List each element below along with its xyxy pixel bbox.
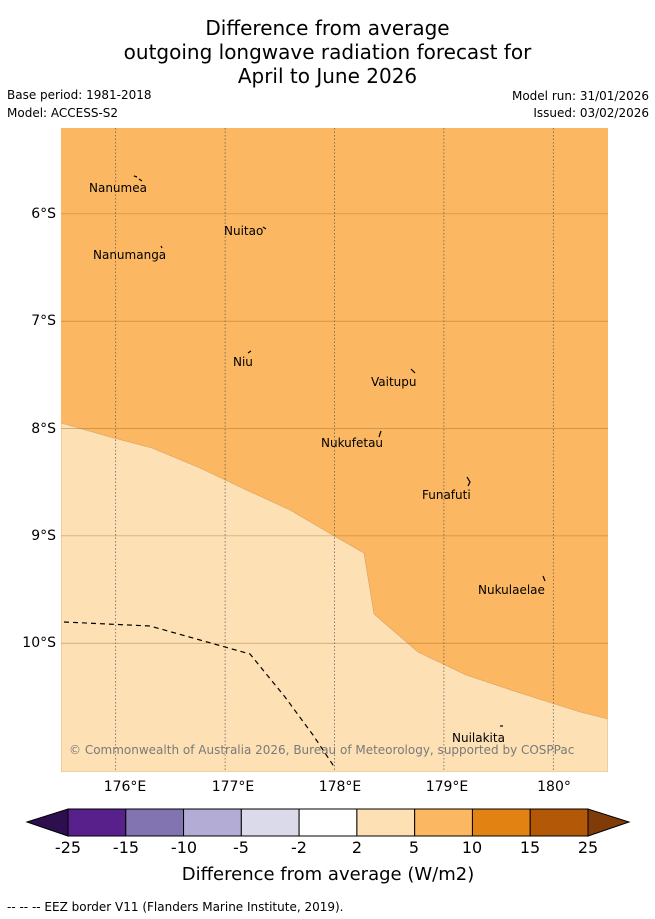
model-run: Model run: 31/01/2026 <box>511 89 649 103</box>
colorbar-segment <box>471 808 531 837</box>
lat-tick-label: 10°S <box>22 635 56 651</box>
niu-island-icon <box>247 350 252 354</box>
lat-tick-label: 9°S <box>31 528 56 544</box>
place-label: Nuitao <box>224 224 263 238</box>
colorbar-extend-high <box>587 808 631 837</box>
colorbar-tick: 25 <box>578 838 598 857</box>
place-labels: Nanumea Nuitao Nanumanga Niu Vaitupu Nuk… <box>89 181 545 745</box>
lon-tick-label: 177°E <box>212 779 255 795</box>
colorbar-tick: 15 <box>520 838 540 857</box>
base-period: Base period: 1981-2018 <box>7 88 152 102</box>
place-label: Vaitupu <box>371 375 417 389</box>
lon-tick-label: 176°E <box>104 779 147 795</box>
nanumanga-island-icon <box>160 245 163 249</box>
nuitao-island-icon <box>262 226 267 230</box>
place-label: Nukufetau <box>321 436 383 450</box>
title-line-1: Difference from average <box>205 16 450 40</box>
lon-tick-label: 178°E <box>319 779 362 795</box>
colorbar-tick: -10 <box>171 838 197 857</box>
funafuti-island-icon <box>466 476 471 487</box>
colorbar-segment <box>414 808 473 837</box>
lon-tick-label: 180° <box>537 779 571 795</box>
longitude-labels: 176°E 177°E 178°E 179°E 180° <box>104 779 571 795</box>
colorbar-segments <box>67 808 589 837</box>
colorbar-tick: 5 <box>409 838 419 857</box>
colorbar-segment <box>298 808 358 837</box>
place-label: Nukulaelae <box>478 583 545 597</box>
chart-title: Difference from average outgoing longwav… <box>0 16 655 88</box>
colorbar-tick: 10 <box>462 838 482 857</box>
title-line-2: outgoing longwave radiation forecast for <box>123 40 532 64</box>
nanumea-island-icon <box>133 175 143 182</box>
island-outlines <box>133 175 546 727</box>
eez-legend-note: -- -- -- EEZ border V11 (Flanders Marine… <box>7 900 344 914</box>
lon-tick-label: 179°E <box>426 779 469 795</box>
map-area: Nanumea Nuitao Nanumanga Niu Vaitupu Nuk… <box>61 128 608 772</box>
place-label: Funafuti <box>422 488 471 502</box>
lat-tick-label: 8°S <box>31 421 56 437</box>
colorbar-tick: -2 <box>291 838 307 857</box>
colorbar-segment <box>529 808 589 837</box>
title-line-3: April to June 2026 <box>237 64 418 88</box>
colorbar: -25 -15 -10 -5 -2 2 5 10 15 25 Differenc… <box>25 808 631 885</box>
colorbar-label: Difference from average (W/m2) <box>182 864 474 885</box>
colorbar-extend-low <box>25 808 69 837</box>
place-label: Niu <box>233 355 253 369</box>
graticule <box>61 128 608 772</box>
colorbar-segment <box>183 808 242 837</box>
lat-tick-label: 6°S <box>31 206 56 222</box>
colorbar-segment <box>125 808 185 837</box>
model-name: Model: ACCESS-S2 <box>7 106 119 120</box>
issued-date: Issued: 03/02/2026 <box>533 106 649 120</box>
vaitupu-island-icon <box>410 368 416 374</box>
colorbar-tick: -5 <box>233 838 249 857</box>
colorbar-segment <box>67 808 127 837</box>
place-label: Nanumanga <box>93 248 166 262</box>
lat-tick-label: 7°S <box>31 313 56 329</box>
colorbar-tick: 2 <box>352 838 362 857</box>
colorbar-segment <box>240 808 300 837</box>
colorbar-ticks: -25 -15 -10 -5 -2 2 5 10 15 25 <box>55 838 598 857</box>
copyright-notice: © Commonwealth of Australia 2026, Bureau… <box>69 743 574 757</box>
place-label: Nuilakita <box>452 731 505 745</box>
latitude-labels: 6°S 7°S 8°S 9°S 10°S <box>22 206 56 651</box>
colorbar-segment <box>356 808 416 837</box>
nukulaelae-island-icon <box>542 575 546 582</box>
eez-border <box>63 621 336 769</box>
colorbar-tick: -15 <box>113 838 139 857</box>
colorbar-tick: -25 <box>55 838 81 857</box>
place-label: Nanumea <box>89 181 147 195</box>
nukufetau-island-icon <box>378 430 382 438</box>
